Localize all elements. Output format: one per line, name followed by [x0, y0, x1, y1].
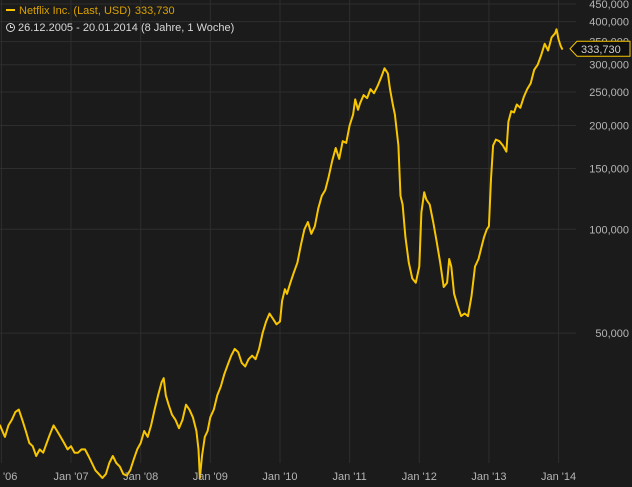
y-tick-label-0: 50,000: [595, 328, 629, 340]
legend-swatch-icon: [6, 9, 15, 12]
x-tick-label-5: Jan '11: [332, 471, 366, 483]
x-tick-label-0: '06: [3, 471, 17, 483]
y-tick-label-4: 250,000: [589, 87, 629, 99]
x-tick-label-7: Jan '13: [471, 471, 506, 483]
y-tick-label-3: 200,000: [589, 120, 629, 132]
y-tick-label-2: 150,000: [589, 164, 629, 176]
x-gridlines: [0, 0, 560, 463]
x-tick-label-1: Jan '07: [53, 471, 88, 483]
date-range: 26.12.2005 - 20.01.2014 (8 Jahre, 1 Woch…: [6, 22, 234, 34]
legend-last-value: 333,730: [134, 5, 175, 17]
last-value-callout-box: [569, 40, 631, 57]
x-tick-label-6: Jan '12: [402, 471, 437, 483]
y-tick-label-7: 400,000: [589, 17, 629, 29]
x-tick-label-3: Jan '09: [193, 471, 228, 483]
chart-legend: Netflix Inc. (Last, USD) 333,730: [6, 5, 175, 17]
series-line: [0, 28, 564, 479]
clock-icon: [6, 23, 15, 32]
y-tick-label-5: 300,000: [589, 60, 629, 72]
x-tick-labels: '06 Jan '07 Jan '08 Jan '09 Jan '10 Jan '11 Ja…: [3, 471, 576, 483]
y-tick-label-8: 450,000: [589, 0, 629, 11]
last-value-callout: 333,730: [569, 40, 631, 57]
last-value-label: 333,730: [581, 44, 621, 56]
x-tick-label-4: Jan '10: [262, 471, 297, 483]
y-gridlines: [0, 3, 576, 334]
date-range-text: 26.12.2005 - 20.01.2014 (8 Jahre, 1 Woch…: [18, 22, 235, 34]
x-tick-label-8: Jan '14: [541, 471, 576, 483]
y-tick-label-1: 100,000: [589, 224, 629, 236]
y-tick-labels: 50,000 100,000 150,000 200,000 250,000 300,00…: [589, 0, 629, 340]
x-tick-label-2: Jan '08: [123, 471, 158, 483]
legend-series-name: Netflix Inc. (Last, USD): [19, 5, 131, 17]
series-line-layer: [0, 28, 564, 479]
